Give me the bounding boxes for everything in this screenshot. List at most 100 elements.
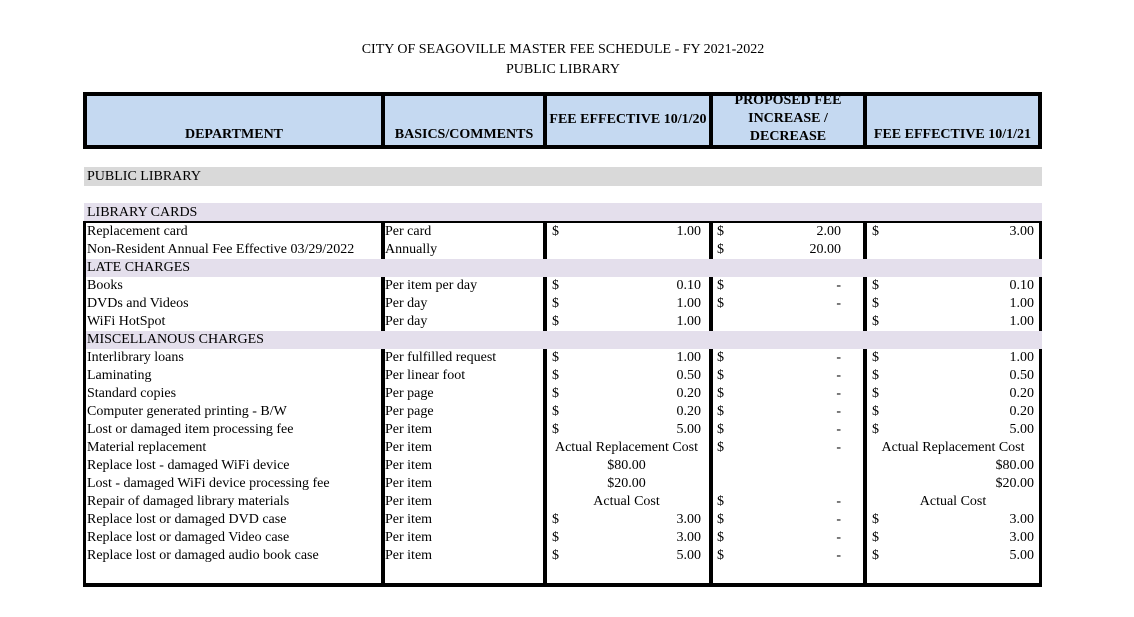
- proposed-change-value: -: [836, 440, 841, 455]
- table-row: Interlibrary loans Per fulfilled request $…: [83, 349, 1042, 367]
- basis: Per item per day: [385, 278, 478, 293]
- item-name: Replace lost or damaged Video case: [87, 530, 290, 545]
- proposed-change-value: -: [836, 386, 841, 401]
- table-header: DEPARTMENT BASICS/COMMENTS FEE EFFECTIVE…: [83, 92, 1042, 149]
- document-subtitle: PUBLIC LIBRARY: [506, 62, 620, 77]
- basis: Per page: [385, 386, 434, 401]
- fee-2020-value: 5.00: [676, 422, 702, 437]
- currency-symbol: $: [717, 350, 724, 365]
- currency-symbol: $: [872, 278, 879, 293]
- basis: Per item: [385, 548, 433, 563]
- basis: Annually: [385, 242, 438, 257]
- basis: Per page: [385, 404, 434, 419]
- table-top-border: [83, 221, 1042, 223]
- proposed-change-value: -: [836, 278, 841, 293]
- table-row: Non-Resident Annual Fee Effective 03/29/…: [83, 241, 1042, 259]
- currency-symbol: $: [552, 386, 559, 401]
- basis: Per card: [385, 224, 432, 239]
- proposed-change-value: -: [836, 494, 841, 509]
- currency-symbol: $: [552, 296, 559, 311]
- fee-2020-value: 3.00: [676, 512, 702, 527]
- subsection-row: MISCELLANOUS CHARGES: [83, 331, 1042, 349]
- fee-2021-value: 3.00: [1009, 224, 1035, 239]
- column-divider: [381, 349, 385, 583]
- currency-symbol: $: [552, 368, 559, 383]
- currency-symbol: $: [717, 404, 724, 419]
- basis: Per item: [385, 440, 433, 455]
- currency-symbol: $: [872, 314, 879, 329]
- fee-2020-text: Actual Cost: [593, 494, 660, 509]
- fee-2020-value: 5.00: [676, 548, 702, 563]
- fee-2020-value: 1.00: [676, 224, 702, 239]
- item-name: Lost or damaged item processing fee: [87, 422, 294, 437]
- currency-symbol: $: [872, 548, 879, 563]
- fee-2021-value: 0.20: [1009, 386, 1035, 401]
- item-name: Material replacement: [87, 440, 207, 455]
- table-row: Laminating Per linear foot $0.50 $ - $0.50: [83, 367, 1042, 385]
- fee-2021-value: 5.00: [1009, 548, 1035, 563]
- table-row: Standard copies Per page $0.20 $ - $0.20: [83, 385, 1042, 403]
- item-name: WiFi HotSpot: [87, 314, 166, 329]
- fee-2020-text: $20.00: [607, 476, 646, 491]
- fee-2021-value: 5.00: [1009, 422, 1035, 437]
- currency-symbol: $: [717, 494, 724, 509]
- column-divider: [863, 349, 867, 583]
- col-department: DEPARTMENT: [87, 96, 385, 145]
- currency-symbol: $: [717, 278, 724, 293]
- column-divider: [381, 221, 385, 259]
- basis: Per day: [385, 296, 428, 311]
- fee-2021-value: 3.00: [1009, 530, 1035, 545]
- table-row: Computer generated printing - B/W Per pag…: [83, 403, 1042, 421]
- fee-2020-value: 0.20: [676, 404, 702, 419]
- fee-2020-text: $80.00: [607, 458, 646, 473]
- currency-symbol: $: [717, 386, 724, 401]
- fee-2021-text: $20.00: [995, 476, 1035, 491]
- basis: Per item: [385, 512, 433, 527]
- table-row: DVDs and Videos Per day $1.00 $ - $1.00: [83, 295, 1042, 313]
- fee-2020-value: 0.20: [676, 386, 702, 401]
- fee-2021-value: 0.20: [1009, 404, 1035, 419]
- currency-symbol: $: [552, 422, 559, 437]
- column-divider: [543, 277, 547, 331]
- item-name: Replacement card: [87, 224, 188, 239]
- basis: Per item: [385, 494, 433, 509]
- proposed-change-value: -: [836, 512, 841, 527]
- proposed-change-value: 2.00: [816, 224, 842, 239]
- currency-symbol: $: [872, 530, 879, 545]
- table-row: Repair of damaged library materials Per i…: [83, 493, 1042, 511]
- basis: Per linear foot: [385, 368, 466, 383]
- item-name: Interlibrary loans: [87, 350, 184, 365]
- item-name: Laminating: [87, 368, 152, 383]
- currency-symbol: $: [872, 512, 879, 527]
- basis: Per item: [385, 530, 433, 545]
- currency-symbol: $: [872, 368, 879, 383]
- currency-symbol: $: [717, 530, 724, 545]
- item-name: Standard copies: [87, 386, 177, 401]
- table-row: Lost - damaged WiFi device processing fe…: [83, 475, 1042, 493]
- basis: Per item: [385, 458, 433, 473]
- currency-symbol: $: [717, 512, 724, 527]
- fee-2020-value: 1.00: [676, 314, 702, 329]
- currency-symbol: $: [717, 224, 724, 239]
- currency-symbol: $: [717, 368, 724, 383]
- subsection-row: LATE CHARGES: [83, 259, 1042, 277]
- fee-2020-value: 3.00: [676, 530, 702, 545]
- fee-2021-value: 0.10: [1009, 278, 1035, 293]
- proposed-change-value: -: [836, 404, 841, 419]
- basis: Per item: [385, 422, 433, 437]
- document-title: CITY OF SEAGOVILLE MASTER FEE SCHEDULE -…: [361, 42, 765, 57]
- subsection-label: MISCELLANOUS CHARGES: [87, 332, 264, 347]
- currency-symbol: $: [552, 530, 559, 545]
- subsection-label: LATE CHARGES: [87, 260, 191, 275]
- table-row: Replacement card Per card $1.00 $2.00 $3.00: [83, 223, 1042, 241]
- table-bottom-border: [83, 583, 1042, 587]
- proposed-change-value: -: [836, 368, 841, 383]
- fee-2020-value: 0.10: [676, 278, 702, 293]
- currency-symbol: $: [717, 440, 724, 455]
- fee-table: Replacement card Per card $1.00 $2.00 $3.00 N…: [83, 223, 1042, 565]
- table-row: Replace lost or damaged audio book case P…: [83, 547, 1042, 565]
- column-divider: [709, 349, 713, 583]
- col-proposed: PROPOSED FEE INCREASE / DECREASE: [713, 93, 867, 145]
- basis: Per fulfilled request: [385, 350, 497, 365]
- section-public-library: PUBLIC LIBRARY: [84, 167, 1042, 186]
